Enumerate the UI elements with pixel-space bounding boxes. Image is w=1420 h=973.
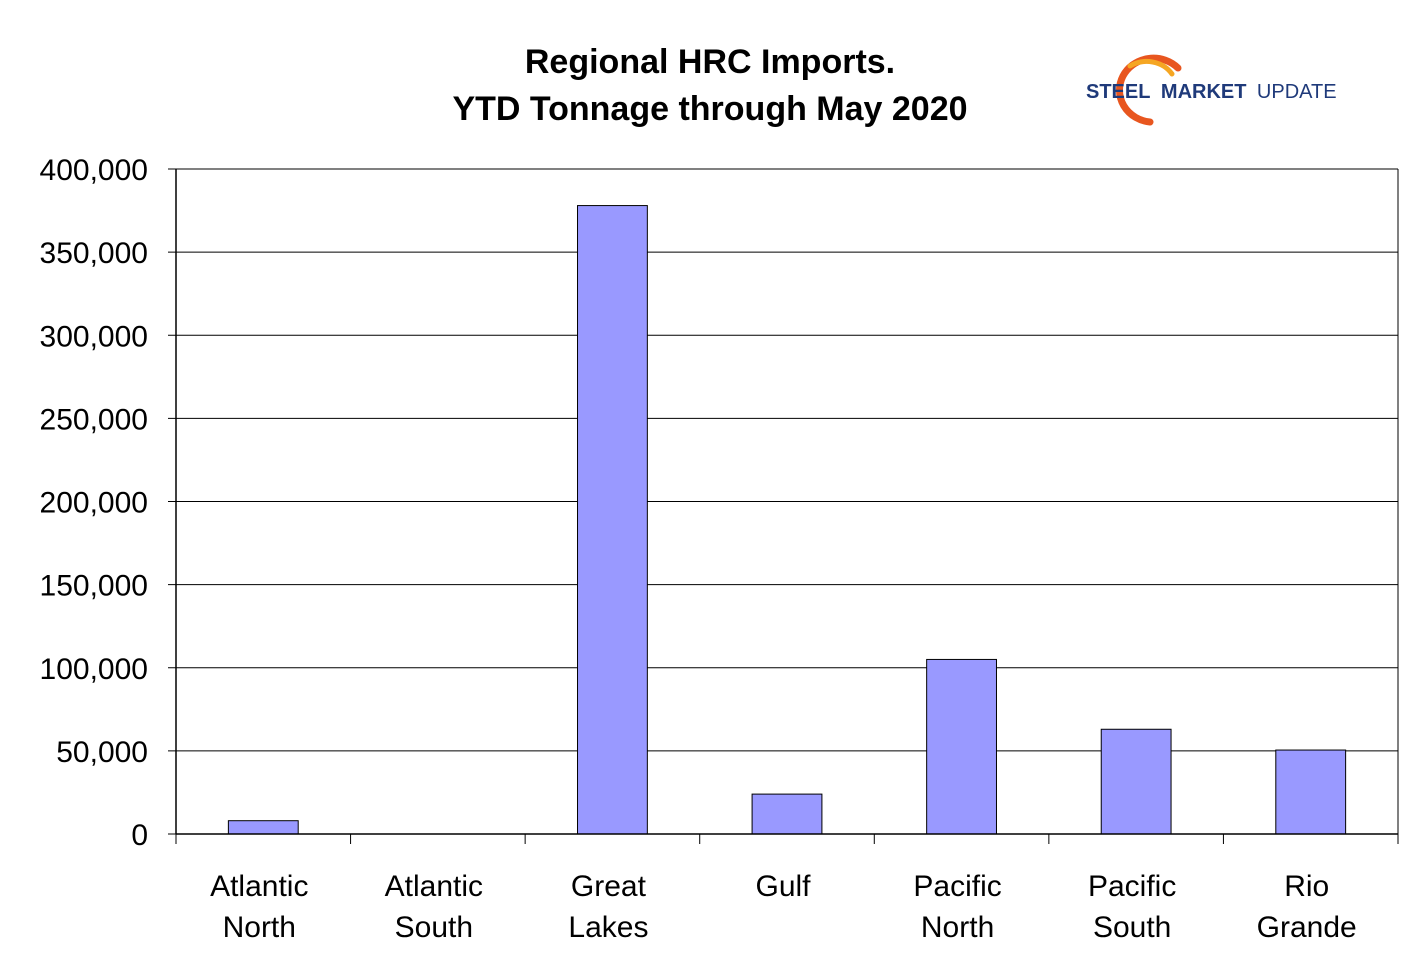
y-tick-label: 100,000: [40, 653, 148, 686]
logo-word-market: MARKET: [1161, 81, 1247, 103]
bar: [751, 793, 823, 835]
x-category-label: North: [223, 911, 296, 944]
bar: [227, 820, 299, 835]
x-category-label: Rio: [1284, 870, 1329, 903]
bar: [1100, 728, 1172, 835]
x-category-label: Atlantic: [210, 870, 308, 903]
x-category-label: South: [395, 911, 473, 944]
x-category-label: Pacific: [1088, 870, 1176, 903]
axes: [175, 169, 1399, 844]
x-category-label: Grande: [1257, 911, 1357, 944]
bar: [577, 205, 648, 835]
bar: [926, 658, 997, 835]
y-tick-label: 400,000: [40, 154, 148, 187]
logo-word-update: UPDATE: [1257, 81, 1337, 103]
y-tick-label: 300,000: [40, 320, 148, 353]
x-category-label: Atlantic: [385, 870, 483, 903]
y-tick-label: 200,000: [40, 487, 148, 520]
y-axis-ticks: 0 50,000 100,000 150,000 200,000 250,000 300,0…: [40, 154, 176, 852]
x-category-label: Gulf: [755, 870, 811, 903]
bars: [227, 205, 1347, 835]
x-axis-labels: Atlantic North Atlantic South Great Lakes Gulf…: [210, 870, 1357, 944]
x-category-label: Pacific: [913, 870, 1001, 903]
y-tick-label: 250,000: [40, 403, 148, 436]
bar: [1275, 749, 1347, 835]
chart-title-line-1: Regional HRC Imports.: [525, 43, 895, 81]
y-tick-label: 150,000: [40, 570, 148, 603]
x-category-label: Great: [571, 870, 647, 903]
logo: STEEL MARKET UPDATE: [1086, 54, 1337, 126]
logo-word-steel: STEEL: [1086, 81, 1150, 103]
y-tick-label: 0: [131, 819, 148, 852]
logo-swoosh-icon: [1116, 54, 1182, 126]
chart-title: Regional HRC Imports. YTD Tonnage throug…: [452, 43, 967, 128]
y-tick-label: 50,000: [56, 736, 148, 769]
logo-text: STEEL MARKET UPDATE: [1086, 81, 1337, 103]
gridlines: [176, 168, 1399, 834]
x-category-label: North: [921, 911, 994, 944]
x-category-label: Lakes: [568, 911, 648, 944]
chart-title-line-2: YTD Tonnage through May 2020: [452, 90, 967, 128]
x-category-label: South: [1093, 911, 1171, 944]
y-tick-label: 350,000: [40, 237, 148, 270]
